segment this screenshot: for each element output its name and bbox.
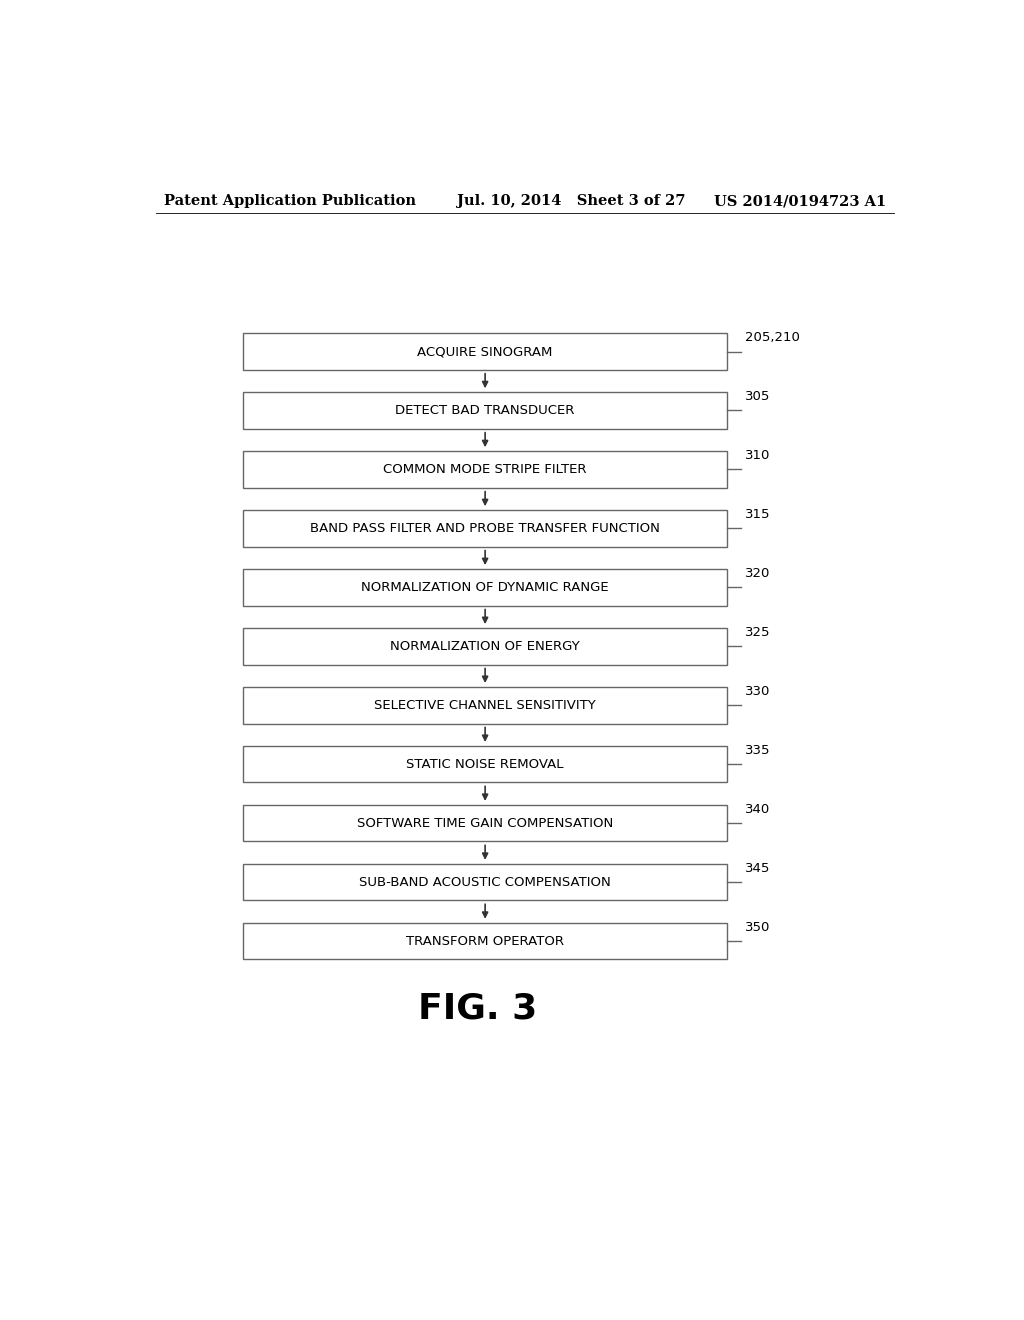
Bar — [243, 569, 727, 606]
Bar — [243, 686, 727, 723]
Text: 325: 325 — [744, 626, 770, 639]
Bar — [243, 746, 727, 783]
Text: SUB-BAND ACOUSTIC COMPENSATION: SUB-BAND ACOUSTIC COMPENSATION — [359, 875, 611, 888]
Bar — [243, 863, 727, 900]
Text: SELECTIVE CHANNEL SENSITIVITY: SELECTIVE CHANNEL SENSITIVITY — [374, 698, 596, 711]
Text: 330: 330 — [744, 685, 770, 698]
Text: ACQUIRE SINOGRAM: ACQUIRE SINOGRAM — [418, 345, 553, 358]
Bar — [243, 392, 727, 429]
Text: DETECT BAD TRANSDUCER: DETECT BAD TRANSDUCER — [395, 404, 574, 417]
Text: TRANSFORM OPERATOR: TRANSFORM OPERATOR — [407, 935, 564, 948]
Text: 335: 335 — [744, 744, 770, 758]
Text: NORMALIZATION OF ENERGY: NORMALIZATION OF ENERGY — [390, 640, 580, 653]
Text: NORMALIZATION OF DYNAMIC RANGE: NORMALIZATION OF DYNAMIC RANGE — [361, 581, 609, 594]
Text: 310: 310 — [744, 449, 770, 462]
Text: BAND PASS FILTER AND PROBE TRANSFER FUNCTION: BAND PASS FILTER AND PROBE TRANSFER FUNC… — [310, 521, 660, 535]
Text: FIG. 3: FIG. 3 — [418, 991, 537, 1026]
Bar — [243, 333, 727, 370]
Text: 315: 315 — [744, 508, 770, 521]
Bar — [243, 923, 727, 960]
Text: 205,210: 205,210 — [744, 331, 800, 345]
Text: 305: 305 — [744, 391, 770, 404]
Text: COMMON MODE STRIPE FILTER: COMMON MODE STRIPE FILTER — [383, 463, 587, 477]
Bar — [243, 510, 727, 546]
Bar — [243, 628, 727, 664]
Text: Patent Application Publication: Patent Application Publication — [164, 194, 416, 209]
Text: Jul. 10, 2014   Sheet 3 of 27: Jul. 10, 2014 Sheet 3 of 27 — [458, 194, 686, 209]
Text: STATIC NOISE REMOVAL: STATIC NOISE REMOVAL — [407, 758, 564, 771]
Bar — [243, 805, 727, 841]
Text: 340: 340 — [744, 803, 770, 816]
Text: US 2014/0194723 A1: US 2014/0194723 A1 — [714, 194, 886, 209]
Text: 345: 345 — [744, 862, 770, 875]
Text: 350: 350 — [744, 921, 770, 935]
Bar — [243, 451, 727, 487]
Text: SOFTWARE TIME GAIN COMPENSATION: SOFTWARE TIME GAIN COMPENSATION — [357, 817, 613, 830]
Text: 320: 320 — [744, 568, 770, 581]
